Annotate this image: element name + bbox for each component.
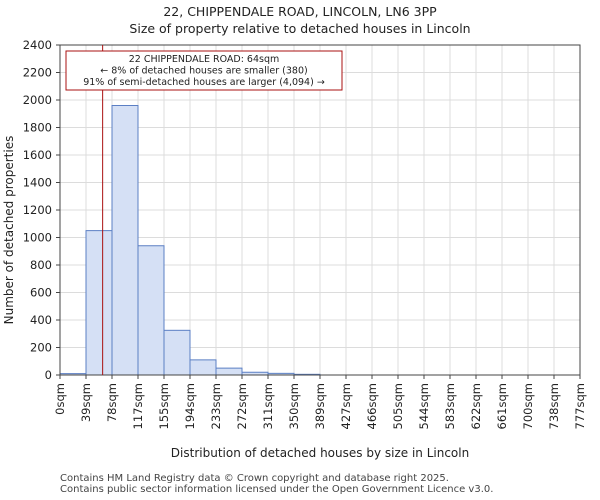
x-tick-label: 78sqm [105,383,119,422]
y-tick-label: 1600 [23,148,52,162]
annotation-line: 91% of semi-detached houses are larger (… [83,77,325,88]
chart-subtitle: Size of property relative to detached ho… [129,21,471,36]
histogram-bar [137,245,165,376]
x-tick-label: 505sqm [391,383,405,429]
y-tick-label: 2200 [23,66,52,80]
x-tick-label: 350sqm [287,383,301,429]
histogram-bar [189,359,217,376]
bars [59,105,321,376]
annotation-line: 22 CHIPPENDALE ROAD: 64sqm [129,54,279,65]
x-tick-label: 311sqm [261,383,275,429]
x-tick-label: 622sqm [469,383,483,429]
x-tick-label: 544sqm [417,383,431,429]
footer-copyright: Contains HM Land Registry data © Crown c… [60,473,449,484]
histogram-bar [111,105,139,376]
y-tick-label: 2000 [23,93,52,107]
annotation-box [65,50,343,91]
annotation-line: ← 8% of detached houses are smaller (380… [100,66,307,77]
x-tick-label: 583sqm [443,383,457,429]
x-tick-labels: 0sqm 39sqm 78sqm 117sqm 155sqm 194sqm 233sqm 27… [53,383,587,429]
y-tick-label: 400 [30,313,52,327]
y-tick-label: 1800 [23,121,52,135]
x-tick-label: 233sqm [209,383,223,429]
axes [56,44,581,379]
x-tick-label: 427sqm [339,383,353,429]
y-tick-label: 600 [30,286,52,300]
x-tick-label: 389sqm [313,383,327,429]
x-tick-label: 194sqm [183,383,197,429]
footer-licence: Contains public sector information licen… [60,484,494,495]
y-tick-label: 1000 [23,231,52,245]
y-tick-label: 1200 [23,203,52,217]
y-tick-label: 2400 [23,38,52,52]
y-tick-label: 1400 [23,176,52,190]
x-tick-label: 466sqm [365,383,379,429]
x-tick-label: 155sqm [157,383,171,429]
histogram-bar [85,230,113,376]
y-tick-label: 200 [30,341,52,355]
x-tick-label: 117sqm [131,383,145,429]
x-axis-label: Distribution of detached houses by size … [171,446,469,460]
histogram-bar [163,329,191,376]
y-tick-labels: 0 200 400 600 800 1000 1200 1400 1600 1800 2000 220… [23,38,52,382]
property-marker: 22 CHIPPENDALE ROAD: 64sqm← 8% of detach… [65,45,343,375]
y-tick-label: 800 [30,258,52,272]
x-tick-label: 39sqm [79,383,93,422]
x-tick-label: 777sqm [573,383,587,429]
x-tick-label: 738sqm [547,383,561,429]
x-tick-label: 661sqm [495,383,509,429]
y-tick-label: 0 [45,368,52,382]
grid-lines [59,44,581,376]
x-tick-label: 0sqm [53,383,67,415]
chart-title: 22, CHIPPENDALE ROAD, LINCOLN, LN6 3PP [163,4,437,19]
y-axis-label: Number of detached properties [2,136,16,325]
histogram-bar [215,367,243,376]
x-tick-label: 272sqm [235,383,249,429]
x-tick-label: 700sqm [521,383,535,429]
